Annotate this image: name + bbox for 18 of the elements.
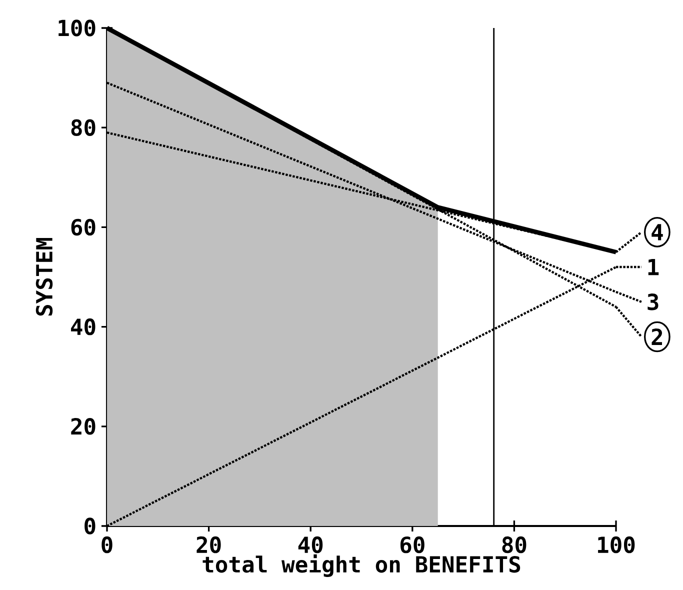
- y-tick-label: 40: [71, 318, 96, 336]
- y-tick-label: 100: [58, 20, 96, 36]
- y-axis-title: SYSTEM: [36, 238, 53, 316]
- y-tick-label: 20: [71, 418, 96, 435]
- x-tick-label: 0: [102, 536, 112, 554]
- x-tick-label: 20: [196, 536, 221, 554]
- x-tick-label: 100: [598, 536, 635, 554]
- x-axis-title: total weight on BENEFITS: [202, 554, 520, 577]
- y-tick-label: 0: [84, 518, 96, 534]
- legend-label: 2: [652, 328, 662, 345]
- x-tick-label: 80: [502, 536, 526, 554]
- legend-label: 3: [648, 294, 658, 310]
- legend-label: 1: [648, 258, 659, 276]
- y-tick-label: 60: [71, 218, 96, 236]
- legend-label: 4: [652, 224, 663, 240]
- x-tick-label: 60: [400, 536, 424, 554]
- y-tick-label: 80: [71, 119, 96, 136]
- x-tick-label: 40: [298, 536, 323, 554]
